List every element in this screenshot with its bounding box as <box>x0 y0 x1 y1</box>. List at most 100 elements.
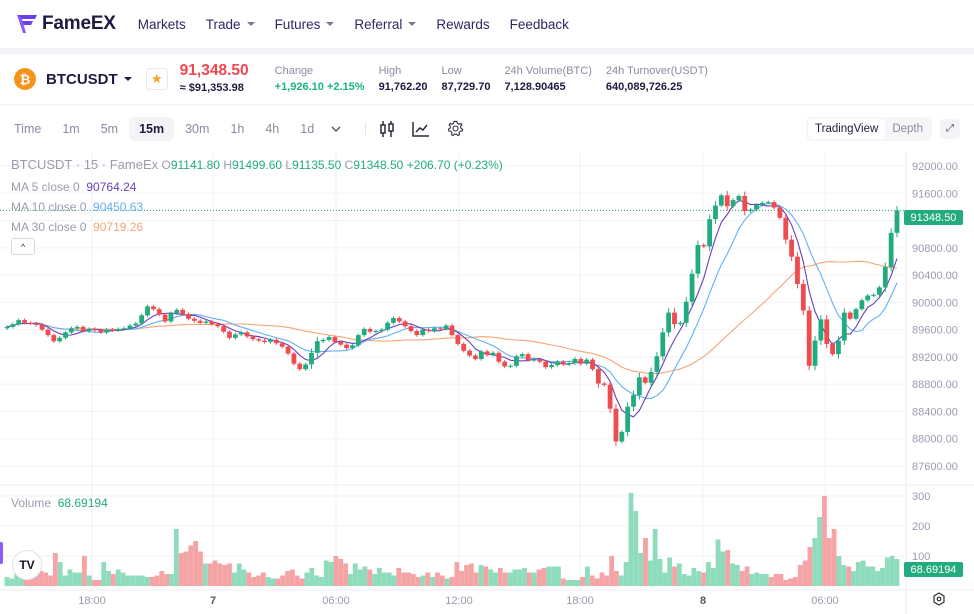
open-label: O <box>161 158 171 172</box>
close-label: C <box>344 158 354 172</box>
top-navigation: FameEX Markets Trade Futures Referral Re… <box>0 0 974 48</box>
collapse-legend-button[interactable]: ^ <box>11 238 35 255</box>
svg-text:92000.00: 92000.00 <box>912 161 958 173</box>
stat-value: +1,926.10 +2.15% <box>274 80 365 93</box>
svg-text:91600.00: 91600.00 <box>912 188 958 200</box>
timeframe-5m[interactable]: 5m <box>100 121 119 136</box>
view-controls: TradingView Depth ⤢ <box>806 116 960 141</box>
stat-value: 7,128.90465 <box>504 80 566 93</box>
volume-tag: 68.69194 <box>904 562 963 577</box>
stat-value: 91,762.20 <box>378 80 428 93</box>
expand-icon: ⤢ <box>946 123 954 134</box>
timeframe-15m[interactable]: 15m <box>129 116 175 141</box>
usd-price: ≈ $91,353.98 <box>179 82 244 94</box>
ma30-legend: MA 30 close 0 90719.26 <box>11 220 143 234</box>
high-value: 91499.60 <box>232 158 283 172</box>
volume-legend: Volume 68.69194 <box>11 496 108 510</box>
nav-markets-label: Markets <box>137 16 186 32</box>
ticker-bar: ₿ BTCUSDT ★ 91,348.50 ≈ $91,353.98 Chang… <box>0 54 974 104</box>
legend-title: BTCUSDT · 15 · FameEx <box>11 157 159 172</box>
ma30-value: 90719.26 <box>93 220 144 234</box>
view-mode-switch: TradingView Depth <box>806 116 932 141</box>
favorite-button[interactable]: ★ <box>145 68 168 90</box>
ma10-legend: MA 10 close 0 90450.63 <box>11 200 143 214</box>
nav-feedback[interactable]: Feedback <box>510 17 569 32</box>
section-divider <box>0 48 974 54</box>
view-tradingview[interactable]: TradingView <box>808 118 886 139</box>
ma5-legend: MA 5 close 0 90764.24 <box>11 180 136 194</box>
settings-button[interactable] <box>444 118 466 140</box>
nav-trade[interactable]: Trade <box>206 17 255 32</box>
svg-text:18:00: 18:00 <box>78 595 106 607</box>
brand-name: FameEX <box>42 13 116 34</box>
nav-markets[interactable]: Markets <box>138 17 186 32</box>
view-depth[interactable]: Depth <box>892 122 923 135</box>
last-price: 91,348.50 <box>179 62 249 79</box>
candlestick-icon <box>380 120 394 137</box>
stat-value: 87,729.70 <box>441 80 491 93</box>
nav-feedback-label: Feedback <box>509 16 569 32</box>
timeframe-30m[interactable]: 30m <box>185 121 210 136</box>
high-label: H <box>223 158 232 172</box>
timeframe-1m[interactable]: 1m <box>62 121 80 136</box>
volume-value: 68.69194 <box>57 496 108 510</box>
fameex-logo-icon <box>17 15 37 33</box>
star-icon: ★ <box>150 71 163 86</box>
stat-change: Change +1,926.10 +2.15% <box>275 63 365 96</box>
tradingview-logo-icon[interactable]: TV <box>12 550 42 580</box>
svg-text:300: 300 <box>912 491 930 503</box>
gear-icon <box>447 120 463 137</box>
nav-referral-label: Referral <box>354 16 403 32</box>
svg-text:88400.00: 88400.00 <box>912 406 958 418</box>
chart-area[interactable]: 92000.0091600.0091200.0090800.0090400.00… <box>0 152 974 614</box>
stat-high: High 91,762.20 <box>379 63 428 96</box>
stat-volume: 24h Volume(BTC) 7,128.90465 <box>504 63 591 96</box>
ma5-value: 90764.24 <box>86 180 137 194</box>
stat-low: Low 87,729.70 <box>442 63 491 96</box>
stat-label: 24h Volume(BTC) <box>504 64 592 77</box>
timeframe-1h[interactable]: 1h <box>230 121 245 136</box>
chart-type-button[interactable] <box>376 118 398 140</box>
symbol-selector[interactable]: BTCUSDT <box>46 71 132 88</box>
candlestick-chart[interactable]: 92000.0091600.0091200.0090800.0090400.00… <box>0 152 974 614</box>
ma10-value: 90450.63 <box>93 200 144 214</box>
nav-futures[interactable]: Futures <box>275 17 335 32</box>
bitcoin-icon: ₿ <box>14 68 36 90</box>
stat-label: High <box>378 64 402 77</box>
more-timeframes-button[interactable] <box>325 118 347 140</box>
chart-toolbar: Time 1m 5m 15m 30m 1h 4h 1d TradingView … <box>0 104 974 152</box>
timeframe-time[interactable]: Time <box>14 121 42 136</box>
chevron-up-icon: ^ <box>20 241 26 252</box>
toolbar-divider <box>365 121 367 136</box>
fullscreen-button[interactable]: ⤢ <box>940 118 960 139</box>
nav-rewards[interactable]: Rewards <box>436 17 489 32</box>
chevron-down-icon <box>331 126 341 132</box>
svg-text:12:00: 12:00 <box>445 595 473 607</box>
change-value: +206.70 (+0.23%) <box>406 158 503 172</box>
nav-referral[interactable]: Referral <box>354 16 417 32</box>
close-value: 91348.50 <box>353 158 404 172</box>
svg-text:87600.00: 87600.00 <box>912 461 958 473</box>
svg-text:90800.00: 90800.00 <box>912 243 958 255</box>
svg-text:88000.00: 88000.00 <box>912 434 958 446</box>
stat-label: Low <box>441 64 462 77</box>
price-block: 91,348.50 ≈ $91,353.98 <box>180 62 249 96</box>
stat-label: Change <box>274 64 314 77</box>
brand-logo[interactable]: FameEX <box>16 13 116 35</box>
svg-text:89200.00: 89200.00 <box>912 352 958 364</box>
svg-text:89600.00: 89600.00 <box>912 325 958 337</box>
svg-text:8: 8 <box>700 595 706 607</box>
timeframe-4h[interactable]: 4h <box>265 121 280 136</box>
stat-label: 24h Turnover(USDT) <box>605 64 708 77</box>
ma5-label: MA 5 close 0 <box>11 180 80 194</box>
svg-text:06:00: 06:00 <box>322 595 350 607</box>
side-panel-tab[interactable] <box>0 542 3 564</box>
indicator-icon <box>412 121 430 137</box>
nav-rewards-label: Rewards <box>436 16 490 32</box>
ohlc-legend: BTCUSDT · 15 · FameEx O91141.80 H91499.6… <box>11 157 503 173</box>
timeframe-1d[interactable]: 1d <box>300 121 315 136</box>
caret-down-icon <box>123 77 132 81</box>
svg-text:18:00: 18:00 <box>566 595 594 607</box>
indicators-button[interactable] <box>410 118 432 140</box>
svg-text:7: 7 <box>210 595 216 607</box>
